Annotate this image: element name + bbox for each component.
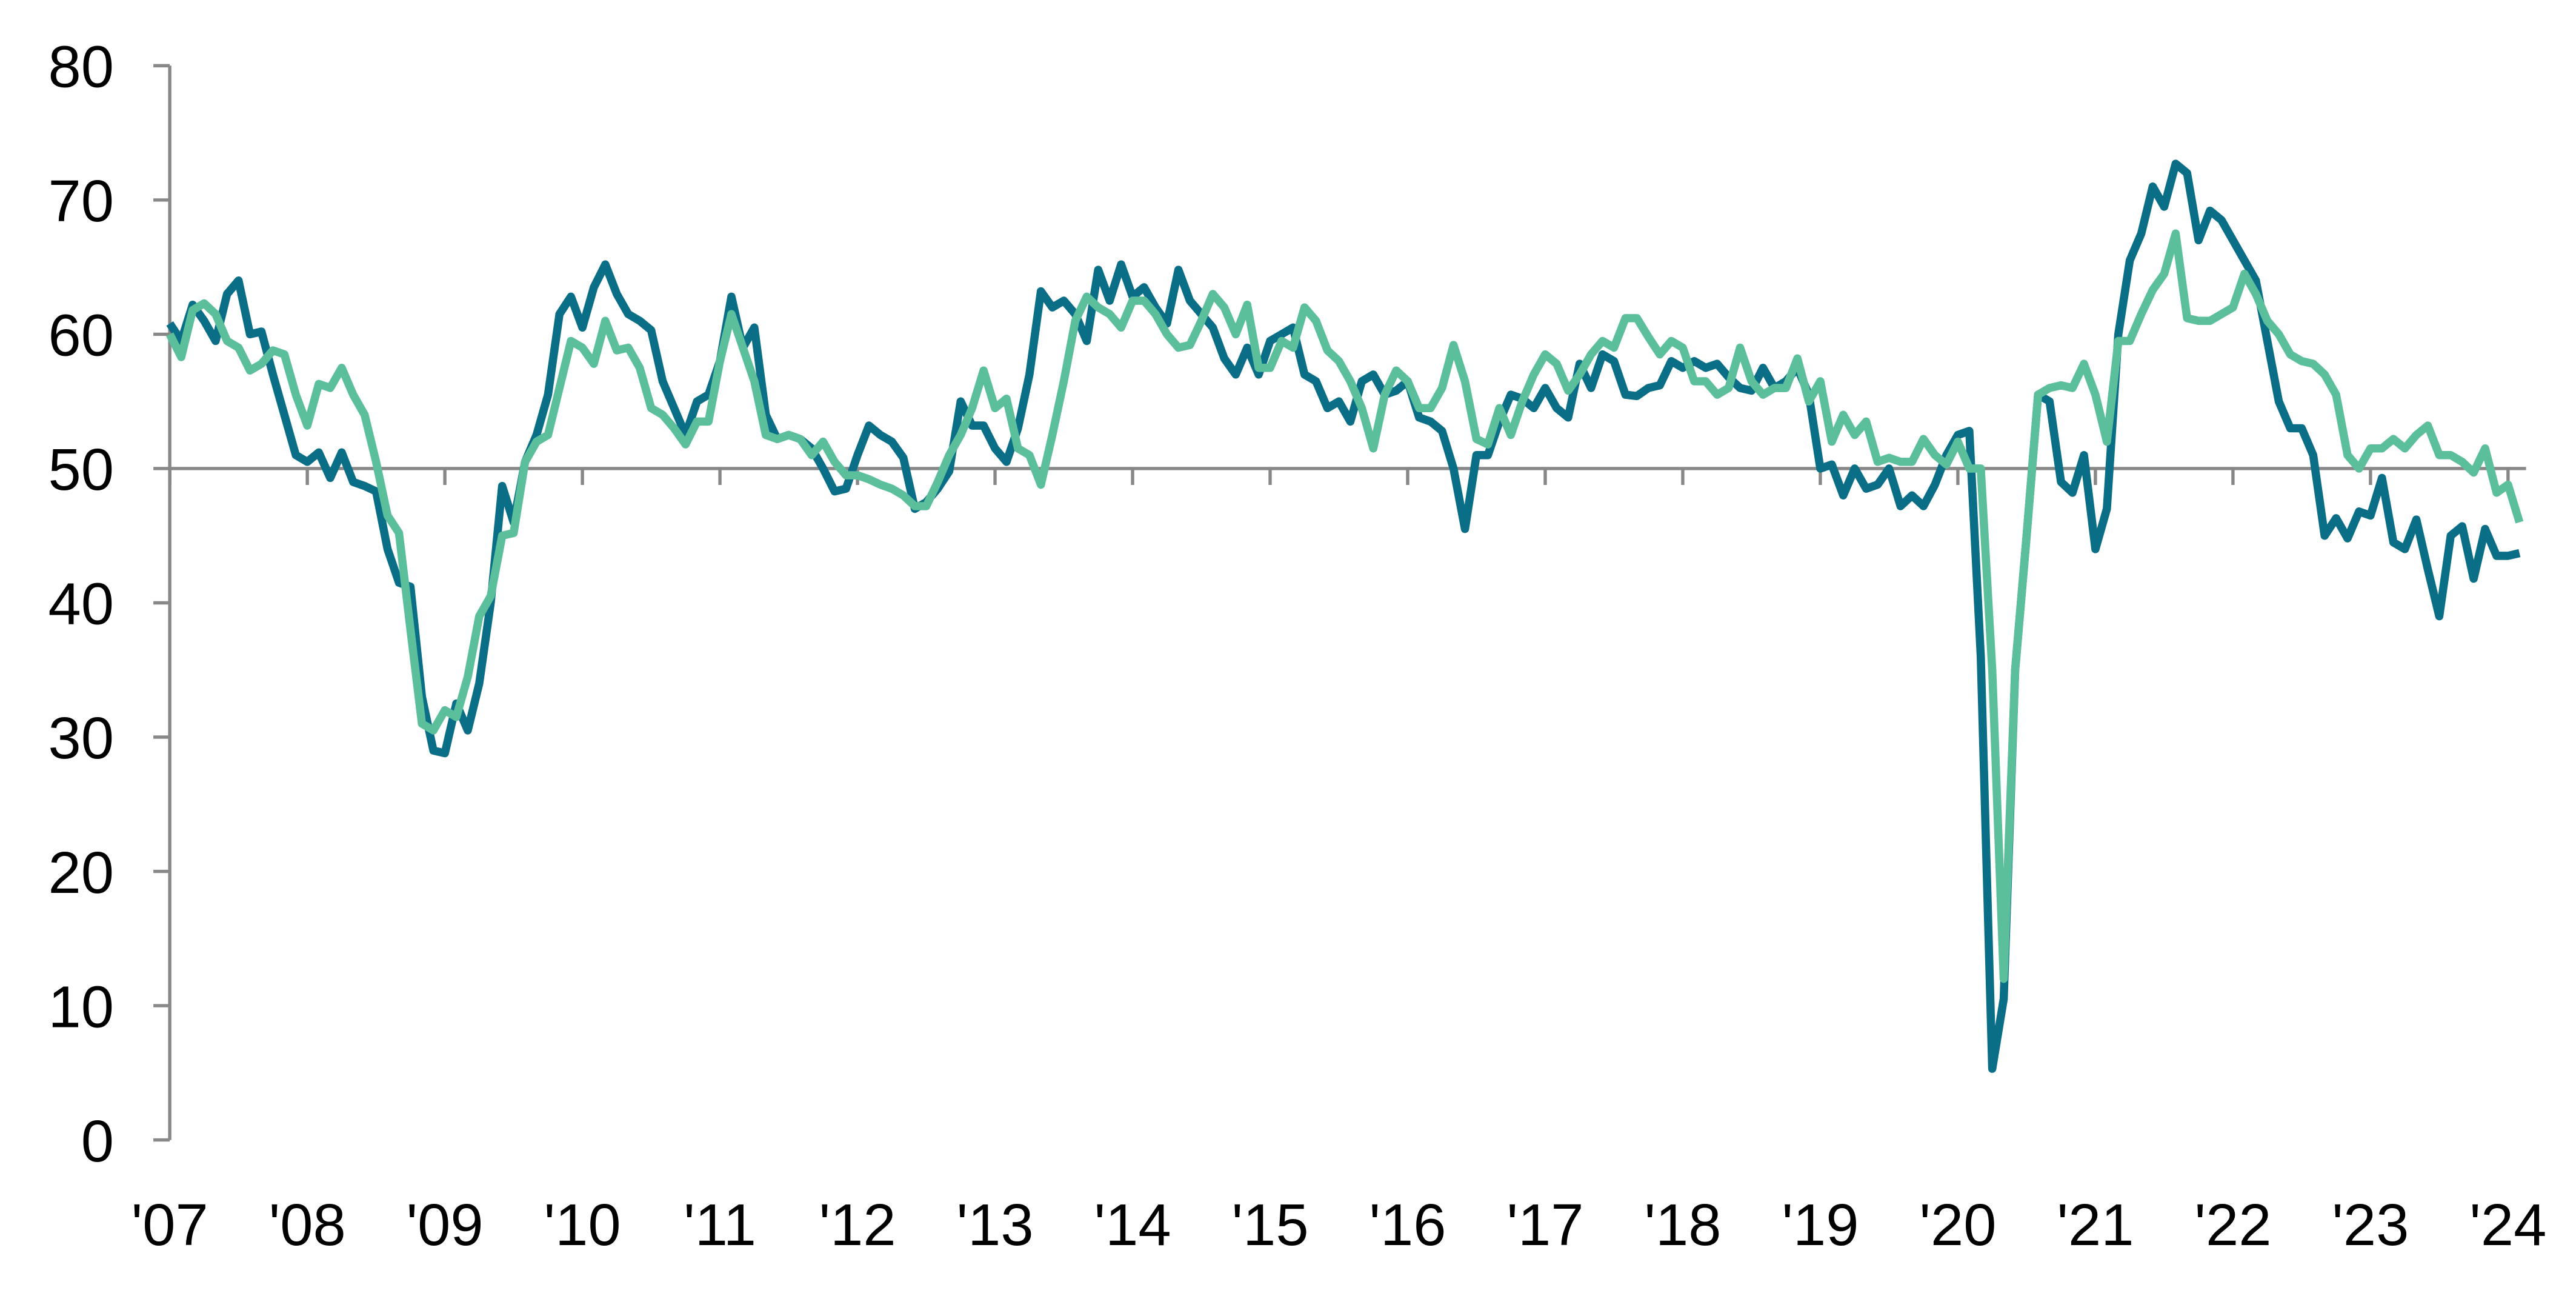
- x-tick-label: '23: [2332, 1192, 2409, 1258]
- x-tick-label: '24: [2469, 1192, 2546, 1258]
- y-tick-label: 0: [81, 1108, 114, 1174]
- x-tick-label: '08: [269, 1192, 346, 1258]
- x-tick-label: '12: [819, 1192, 896, 1258]
- x-tick-label: '19: [1782, 1192, 1859, 1258]
- series-line: [166, 229, 2524, 983]
- y-tick-label: 30: [48, 705, 115, 771]
- y-tick-label: 40: [48, 571, 115, 637]
- x-tick-label: '13: [956, 1192, 1033, 1258]
- x-tick-label: '10: [544, 1192, 621, 1258]
- x-tick-label: '11: [684, 1192, 756, 1258]
- x-tick-label: '14: [1094, 1192, 1171, 1258]
- series-line: [166, 159, 2521, 1073]
- x-tick-label: '16: [1369, 1192, 1446, 1258]
- y-tick-label: 50: [48, 436, 115, 503]
- x-tick-label: '21: [2057, 1192, 2134, 1258]
- x-tick-label: '20: [1919, 1192, 1996, 1258]
- y-tick-label: 60: [48, 302, 115, 369]
- y-tick-label: 10: [48, 974, 115, 1040]
- x-tick-label: '09: [407, 1192, 484, 1258]
- y-tick-label: 20: [48, 840, 115, 906]
- y-tick-label: 70: [48, 168, 115, 234]
- y-tick-label: 80: [48, 34, 115, 100]
- x-tick-label: '18: [1644, 1192, 1721, 1258]
- x-tick-label: '07: [131, 1192, 208, 1258]
- x-tick-label: '22: [2194, 1192, 2271, 1258]
- x-tick-label: '17: [1506, 1192, 1583, 1258]
- x-tick-label: '15: [1231, 1192, 1308, 1258]
